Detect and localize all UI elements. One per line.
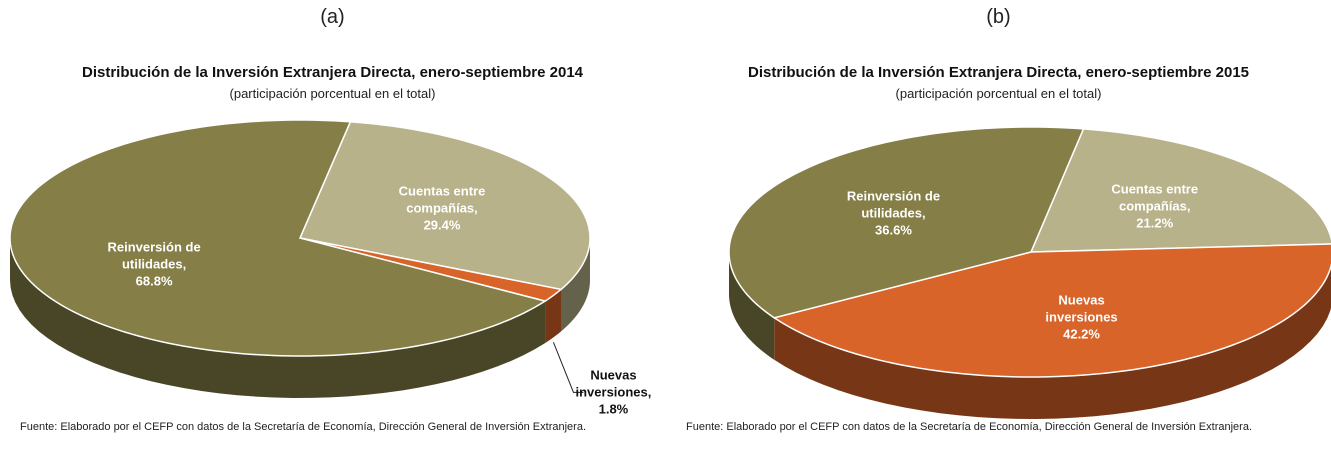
chart-title: Distribución de la Inversión Extranjera … [747, 64, 1250, 81]
pie-chart [9, 119, 591, 398]
slice-label: Nuevas inversiones, 1.8% [553, 367, 673, 418]
panel-label: (a) [320, 6, 345, 28]
leader-line [552, 342, 584, 393]
chart-subtitle: (participación porcentual en el total) [229, 86, 436, 101]
chart-panel: Cuentas entre compañías, 21.2% Nuevas inve… [666, 0, 1331, 455]
slice-category: Nuevas inversiones, [575, 367, 652, 400]
pie-slice [1029, 128, 1331, 253]
slice-category: Cuentas entre compañías, [398, 183, 486, 216]
pie-side [545, 289, 562, 344]
slice-value: 68.8% [135, 273, 173, 289]
chart-title: Distribución de la Inversión Extranjera … [81, 64, 584, 81]
slice-category: Reinversión de utilidades, [846, 188, 941, 221]
slice-label: Cuentas entre compañías, 21.2% [1095, 181, 1215, 232]
pie-side [561, 238, 590, 332]
pie-side [10, 238, 546, 398]
slice-label: Cuentas entre compañías, 29.4% [382, 183, 502, 234]
pie-side [729, 252, 775, 360]
source-note: Fuente: Elaborado por el CEFP con datos … [20, 421, 586, 433]
slice-label: Reinversión de utilidades, 36.6% [833, 188, 953, 239]
slice-category: Nuevas inversiones [1045, 292, 1118, 325]
slice-value: 29.4% [423, 217, 461, 233]
pie-slice [772, 243, 1331, 378]
slice-value: 1.8% [598, 401, 629, 417]
source-note: Fuente: Elaborado por el CEFP con datos … [686, 421, 1252, 433]
slice-label: Reinversión de utilidades, 68.8% [94, 239, 214, 290]
slice-category: Cuentas entre compañías, [1111, 181, 1199, 214]
pie-chart [728, 126, 1331, 419]
pie-slice [298, 121, 591, 291]
slice-value: 21.2% [1136, 215, 1174, 231]
slice-value: 36.6% [875, 222, 912, 238]
slice-label: Nuevas inversiones 42.2% [1022, 292, 1142, 343]
panel-label: (b) [986, 6, 1011, 28]
slice-value: 42.2% [1063, 326, 1100, 342]
pie-slice [9, 119, 547, 357]
pie-side [774, 265, 1331, 419]
slice-category: Reinversión de utilidades, [107, 239, 201, 272]
pie-slice [728, 126, 1085, 319]
chart-panel: Cuentas entre compañías, 29.4% Nuevas inve… [0, 0, 665, 455]
chart-subtitle: (participación porcentual en el total) [895, 86, 1102, 101]
